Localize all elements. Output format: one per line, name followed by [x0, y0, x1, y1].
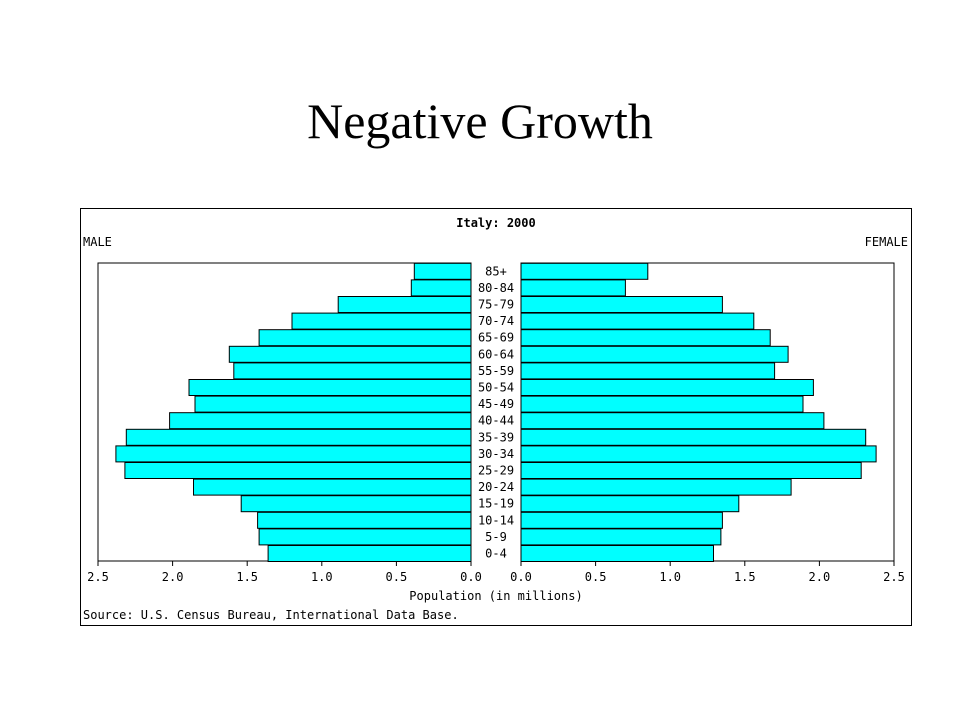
male-bar-65-69 — [258, 329, 472, 347]
male-bar-30-34 — [115, 445, 472, 463]
female-bar-75-79 — [520, 296, 723, 313]
male-bar-10-14 — [257, 511, 472, 529]
male-bar-15-19 — [240, 495, 472, 513]
x-tick-label: 1.0 — [311, 570, 333, 584]
male-bar-5-9 — [258, 528, 472, 546]
female-bar-70-74 — [520, 312, 755, 330]
x-tick-label: 2.0 — [162, 570, 184, 584]
female-bar-20-24 — [520, 478, 792, 496]
x-tick-label: 2.5 — [87, 570, 109, 584]
female-bar-65-69 — [520, 329, 771, 347]
age-group-label: 35-39 — [478, 430, 514, 444]
age-group-label: 40-44 — [478, 414, 514, 428]
age-group-label: 0-4 — [485, 547, 507, 561]
female-label: FEMALE — [865, 235, 908, 249]
age-group-label: 45-49 — [478, 397, 514, 411]
male-label: MALE — [83, 235, 112, 249]
female-bar-0-4 — [520, 545, 714, 562]
x-tick-label: 0.5 — [386, 570, 408, 584]
male-bar-80-84 — [410, 279, 472, 297]
male-bar-55-59 — [233, 362, 472, 380]
male-bar-25-29 — [124, 462, 472, 479]
female-bar-35-39 — [520, 428, 867, 446]
age-group-label: 70-74 — [478, 314, 514, 328]
age-group-label: 65-69 — [478, 331, 514, 345]
slide-title: Negative Growth — [307, 93, 653, 149]
male-bar-60-64 — [228, 345, 472, 363]
female-bar-15-19 — [520, 495, 740, 513]
source-note: Source: U.S. Census Bureau, Internationa… — [83, 608, 459, 622]
female-bar-60-64 — [520, 345, 789, 363]
male-bar-75-79 — [337, 296, 472, 313]
female-bar-85+ — [520, 262, 649, 280]
female-bar-30-34 — [520, 445, 877, 463]
x-tick-label: 0.0 — [460, 570, 482, 584]
age-group-label: 25-29 — [478, 464, 514, 478]
female-bar-45-49 — [520, 395, 804, 413]
chart-title: Italy: 2000 — [456, 216, 535, 230]
bars-layer: 85+ 80-84 75-79 70-74 65-69 60-64 55-59 50-54 45… — [115, 262, 877, 562]
age-group-label: 30-34 — [478, 447, 514, 461]
x-tick-label: 1.0 — [659, 570, 681, 584]
x-tick-label: 0.0 — [510, 570, 532, 584]
age-group-label: 75-79 — [478, 298, 514, 312]
age-group-label: 50-54 — [478, 381, 514, 395]
female-bar-5-9 — [520, 528, 722, 546]
female-bar-50-54 — [520, 379, 814, 396]
male-bar-0-4 — [267, 545, 472, 562]
age-group-label: 5-9 — [485, 530, 507, 544]
male-bar-35-39 — [125, 428, 472, 446]
male-bar-40-44 — [169, 412, 472, 430]
age-group-label: 60-64 — [478, 347, 514, 361]
age-group-label: 85+ — [485, 264, 507, 278]
x-tick-label: 0.5 — [585, 570, 607, 584]
x-tick-label: 1.5 — [236, 570, 258, 584]
female-bar-80-84 — [520, 279, 626, 297]
male-bar-85+ — [413, 262, 472, 280]
age-group-label: 15-19 — [478, 497, 514, 511]
male-bar-70-74 — [291, 312, 472, 330]
ticks-layer: 2.5 2.0 1.5 1.0 0.5 0.0 0.0 0.5 1.0 1.5 2.0 2.5 — [87, 561, 905, 584]
x-axis-label: Population (in millions) — [409, 589, 582, 603]
female-bar-25-29 — [520, 462, 862, 479]
age-group-label: 80-84 — [478, 281, 514, 295]
age-group-label: 55-59 — [478, 364, 514, 378]
age-group-label: 10-14 — [478, 513, 514, 527]
female-bar-55-59 — [520, 362, 776, 380]
male-bar-45-49 — [194, 395, 472, 413]
male-bar-50-54 — [188, 379, 472, 396]
x-tick-label: 2.5 — [883, 570, 905, 584]
age-group-label: 20-24 — [478, 480, 514, 494]
population-pyramid-chart: Italy: 2000 MALE FEMALE 85+ 80-84 75-79 70-… — [80, 208, 912, 626]
female-bar-40-44 — [520, 412, 825, 430]
chart-svg: Italy: 2000 MALE FEMALE 85+ 80-84 75-79 70-… — [83, 216, 908, 622]
x-tick-label: 1.5 — [734, 570, 756, 584]
male-bar-20-24 — [193, 478, 472, 496]
x-tick-label: 2.0 — [809, 570, 831, 584]
female-bar-10-14 — [520, 511, 723, 529]
